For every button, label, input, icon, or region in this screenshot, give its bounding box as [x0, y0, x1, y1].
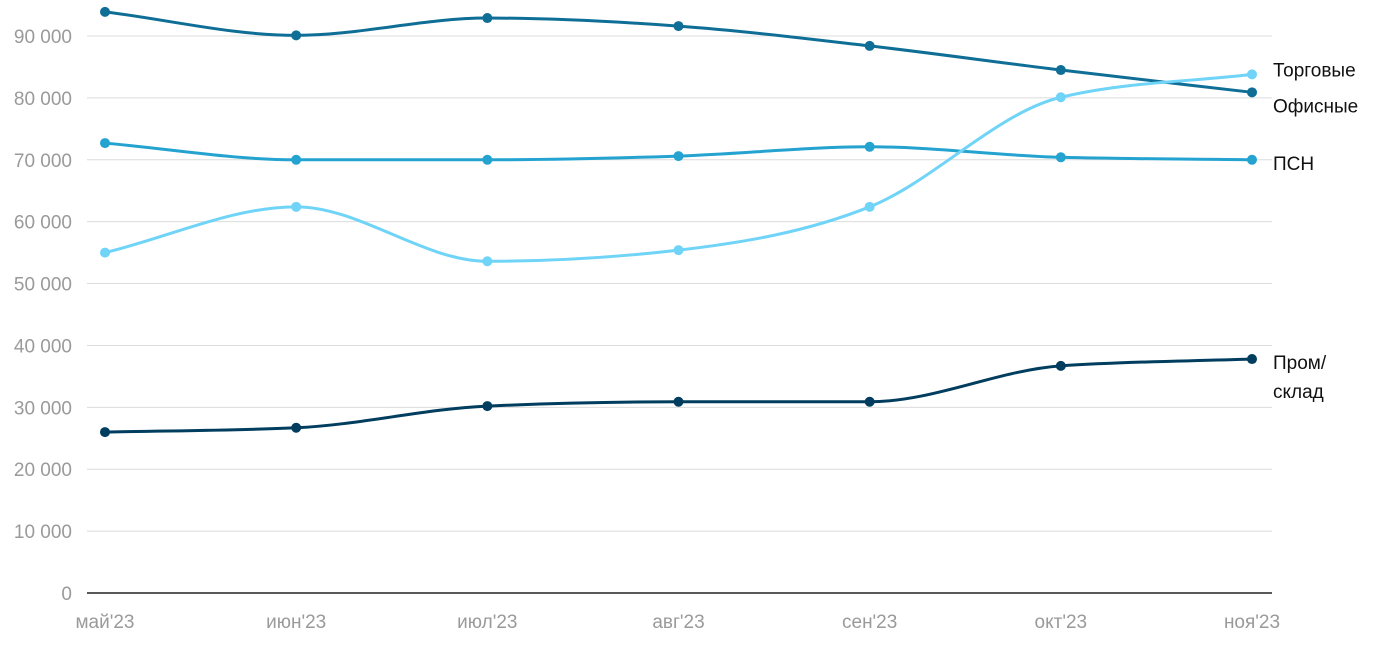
data-point [291, 422, 302, 433]
y-tick-label: 0 [61, 584, 72, 605]
data-point [673, 21, 684, 32]
y-tick-label: 60 000 [14, 213, 72, 234]
data-point [482, 256, 493, 267]
y-tick-label: 80 000 [14, 89, 72, 110]
data-point [482, 154, 493, 165]
series-label: ПСН [1273, 154, 1314, 175]
data-point [1247, 69, 1257, 80]
series-line [104, 357, 1253, 434]
data-point [291, 30, 302, 41]
y-tick-label: 40 000 [14, 336, 72, 357]
series-label: Торговые [1273, 60, 1356, 81]
data-point [1247, 354, 1257, 365]
data-point [1055, 152, 1066, 163]
x-tick-label: сен'23 [842, 612, 897, 633]
series-line [104, 72, 1253, 263]
y-tick-label: 50 000 [14, 275, 72, 296]
data-point [864, 201, 875, 212]
data-point [482, 13, 493, 24]
data-point [864, 40, 875, 51]
series-label: Пром/склад [1273, 353, 1327, 403]
data-point [100, 6, 110, 17]
series-label: Офисные [1273, 96, 1358, 117]
data-point [673, 245, 684, 256]
data-point [673, 396, 684, 407]
data-point [100, 247, 110, 258]
y-tick-label: 70 000 [14, 151, 72, 172]
x-tick-label: авг'23 [652, 612, 704, 633]
data-point [100, 427, 110, 438]
x-tick-label: июн'23 [266, 612, 326, 633]
data-point [1055, 65, 1066, 76]
data-point [864, 396, 875, 407]
data-point [291, 201, 302, 212]
data-point [1055, 92, 1066, 103]
y-tick-label: 20 000 [14, 460, 72, 481]
y-tick-label: 90 000 [14, 27, 72, 48]
series-label-line: Пром/ [1273, 353, 1327, 374]
data-point [1247, 154, 1257, 165]
x-tick-label: ноя'23 [1224, 612, 1280, 633]
data-point [100, 138, 110, 149]
x-tick-label: июл'23 [457, 612, 517, 633]
data-point [1055, 360, 1066, 371]
y-tick-label: 30 000 [14, 398, 72, 419]
data-point [1247, 87, 1257, 98]
data-point [864, 141, 875, 152]
x-tick-label: окт'23 [1035, 612, 1088, 633]
data-point [291, 154, 302, 165]
x-tick-label: май'23 [75, 612, 134, 633]
data-point [673, 151, 684, 162]
y-tick-label: 10 000 [14, 522, 72, 543]
series-label-line: склад [1273, 382, 1324, 403]
data-point [482, 401, 493, 412]
